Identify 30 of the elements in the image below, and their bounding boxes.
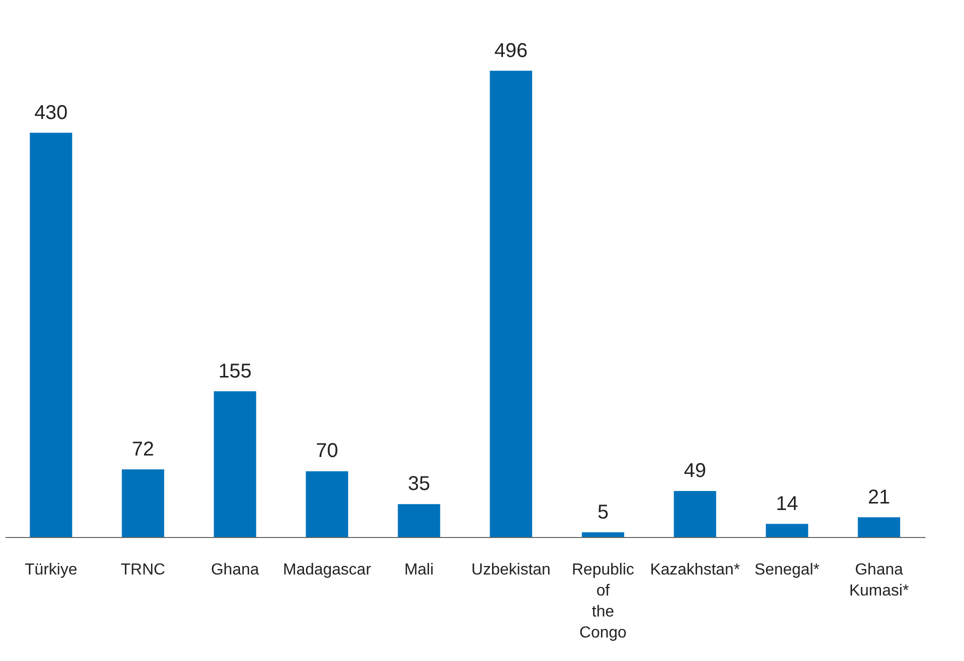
data-label: 14	[776, 492, 798, 515]
bar	[122, 469, 164, 537]
x-tick-label: Ghana Kumasi*	[849, 562, 909, 600]
x-tick-label: Mali	[404, 562, 434, 578]
x-tick-label: Kazakhstan*	[650, 562, 740, 578]
x-tick-label: Uzbekistan	[471, 562, 551, 578]
data-label: 496	[494, 40, 528, 62]
data-label: 35	[408, 473, 430, 496]
data-label: 5	[597, 501, 609, 524]
bar	[214, 391, 256, 537]
data-label: 72	[132, 438, 154, 460]
bar	[674, 490, 716, 537]
bar	[30, 132, 72, 537]
x-tick-label: Madagascar	[282, 562, 372, 578]
bar	[582, 532, 624, 537]
x-tick-label: TRNC	[120, 562, 166, 578]
x-tick-label: Senegal*	[754, 562, 820, 578]
data-label: 70	[316, 440, 338, 462]
x-tick-label: Türkiye	[24, 562, 78, 578]
data-label: 155	[218, 360, 252, 382]
data-label: 430	[34, 102, 68, 124]
x-tick-label: Ghana	[210, 562, 260, 578]
bar	[490, 70, 532, 537]
x-tick-label: Republic of the Congo	[572, 562, 634, 642]
bar	[766, 524, 808, 537]
bar	[858, 517, 900, 537]
bar	[306, 471, 348, 537]
data-label: 21	[868, 486, 890, 508]
bar	[398, 504, 440, 537]
data-label: 49	[684, 460, 706, 482]
